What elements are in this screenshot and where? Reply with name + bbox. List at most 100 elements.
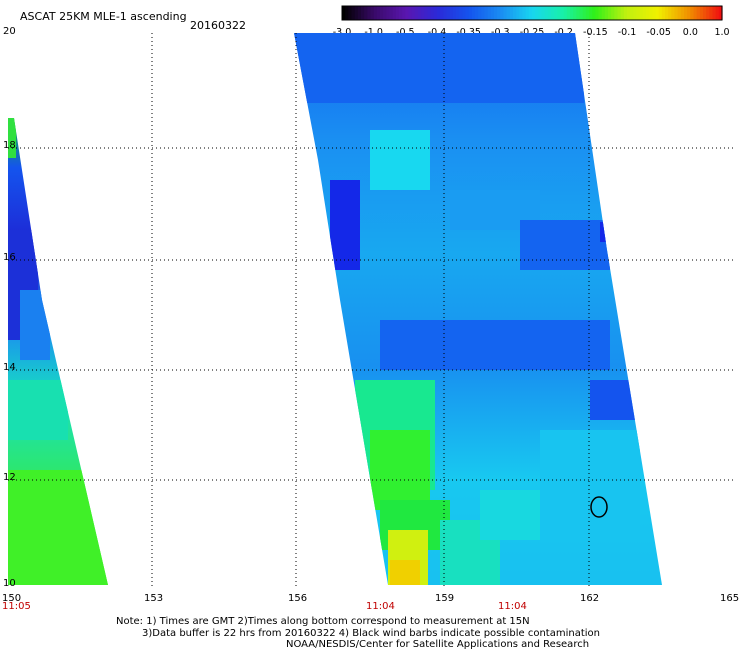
colorbar-segment xyxy=(389,6,394,20)
colorbar-segment xyxy=(516,6,520,20)
note-line-2: 3)Data buffer is 22 hrs from 20160322 4)… xyxy=(142,628,600,639)
colorbar-segment xyxy=(383,6,387,20)
colorbar-tick-label: -0.3 xyxy=(491,27,510,38)
colorbar-segment xyxy=(620,6,625,20)
colorbar-segment xyxy=(715,6,720,20)
colorbar-segment xyxy=(490,6,495,20)
colorbar-segment xyxy=(471,6,476,20)
colorbar-segment xyxy=(623,6,628,20)
colorbar-segment xyxy=(440,6,444,20)
colorbar-segment xyxy=(636,6,641,20)
colorbar-segment xyxy=(589,6,593,20)
colorbar-segment xyxy=(585,6,590,20)
colorbar-segment xyxy=(665,6,669,20)
colorbar-segment xyxy=(414,6,419,20)
colorbar-segment xyxy=(522,6,527,20)
colorbar-segment xyxy=(345,6,349,20)
lat-label-16: 16 xyxy=(3,252,16,263)
colorbar-segment xyxy=(395,6,400,20)
product-title: ASCAT 25KM MLE-1 ascending xyxy=(20,10,187,23)
lon-label-159: 159 xyxy=(435,593,455,604)
colorbar-segment xyxy=(690,6,695,20)
colorbar-segment xyxy=(661,6,666,20)
colorbar-segment xyxy=(402,6,406,20)
colorbar-segment xyxy=(652,6,657,20)
colorbar-segment xyxy=(351,6,356,20)
colorbar-segment xyxy=(462,6,467,20)
product-date: 20160322 xyxy=(190,19,246,32)
colorbar-segment xyxy=(497,6,501,20)
colorbar-segment xyxy=(693,6,698,20)
colorbar-tick-label: -0.35 xyxy=(456,27,481,38)
colorbar-segment xyxy=(696,6,701,20)
colorbar-segment xyxy=(430,6,435,20)
contamination-contour xyxy=(590,496,608,518)
colorbar-segment xyxy=(408,6,413,20)
colorbar-tick-label: -0.5 xyxy=(396,27,415,38)
colorbar-segment xyxy=(528,6,533,20)
colorbar-segment xyxy=(649,6,653,20)
colorbar-segment xyxy=(449,6,454,20)
colorbar-segment xyxy=(342,6,346,20)
colorbar-segment xyxy=(639,6,644,20)
lat-label-20: 20 xyxy=(3,26,16,37)
map-grid xyxy=(8,33,733,587)
colorbar-segment xyxy=(376,6,381,20)
colorbar-segment xyxy=(570,6,574,20)
time-label-west: 11:05 xyxy=(2,601,31,612)
lat-label-14: 14 xyxy=(3,362,16,373)
lat-label-18: 18 xyxy=(3,140,16,151)
colorbar-segment xyxy=(433,6,438,20)
colorbar-segment xyxy=(481,6,486,20)
colorbar-segment xyxy=(608,6,612,20)
colorbar-segment xyxy=(509,6,514,20)
lon-label-162: 162 xyxy=(580,593,600,604)
colorbar-segment xyxy=(703,6,707,20)
colorbar-segment xyxy=(506,6,511,20)
colorbar-segment xyxy=(627,6,631,20)
colorbar-segment xyxy=(487,6,492,20)
colorbar-segment xyxy=(563,6,568,20)
colorbar-segment xyxy=(582,6,587,20)
colorbar-tick-label: 1.0 xyxy=(714,27,730,38)
colorbar-segment xyxy=(718,6,723,20)
lon-label-153: 153 xyxy=(144,593,164,604)
colorbar-segment xyxy=(598,6,603,20)
colorbar-segment xyxy=(671,6,676,20)
colorbar-segment xyxy=(443,6,448,20)
colorbar-segment xyxy=(364,6,368,20)
colorbar-tick-label: -0.15 xyxy=(583,27,608,38)
colorbar-segment xyxy=(484,6,489,20)
colorbar-segment xyxy=(706,6,710,20)
lon-label-165: 165 xyxy=(720,593,740,604)
colorbar-segment xyxy=(557,6,562,20)
note-line-1: Note: 1) Times are GMT 2)Times along bot… xyxy=(116,616,530,627)
colorbar-segment xyxy=(456,6,460,20)
colorbar-segment xyxy=(699,6,704,20)
colorbar-segment xyxy=(475,6,479,20)
colorbar-segment xyxy=(642,6,647,20)
colorbar-segment xyxy=(380,6,384,20)
colorbar-segment xyxy=(633,6,638,20)
colorbar-segment xyxy=(684,6,688,20)
colorbar-segment xyxy=(418,6,422,20)
colorbar-segment xyxy=(541,6,546,20)
colorbar-segment xyxy=(421,6,425,20)
colorbar-segment xyxy=(348,6,353,20)
colorbar-tick-label: 0.0 xyxy=(682,27,698,38)
colorbar-segment xyxy=(595,6,600,20)
colorbar-tick-label: -0.2 xyxy=(554,27,573,38)
colorbar-segment xyxy=(538,6,543,20)
colorbar-segment xyxy=(576,6,581,20)
colorbar-segment xyxy=(399,6,403,20)
colorbar-tick-label: -3.0 xyxy=(332,27,352,38)
colorbar-segment xyxy=(592,6,596,20)
colorbar-segment xyxy=(535,6,539,20)
colorbar-segment xyxy=(544,6,549,20)
colorbar-segment xyxy=(709,6,714,20)
west-swath xyxy=(8,118,108,585)
colorbar-segment xyxy=(554,6,558,20)
colorbar-segment xyxy=(367,6,372,20)
